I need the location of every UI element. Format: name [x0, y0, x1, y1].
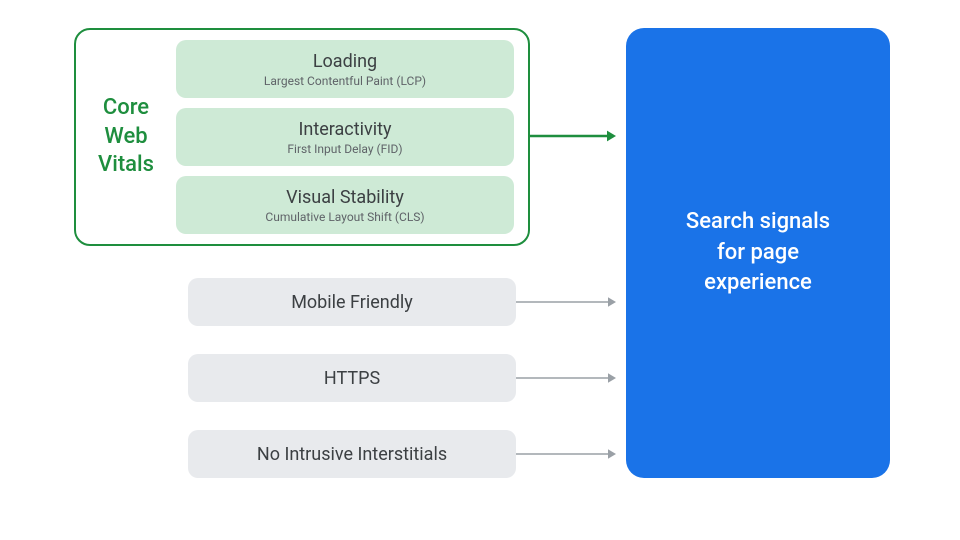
diagram-canvas: Core Web Vitals LoadingLargest Contentfu…: [0, 0, 960, 540]
arrows-layer: [0, 0, 960, 540]
